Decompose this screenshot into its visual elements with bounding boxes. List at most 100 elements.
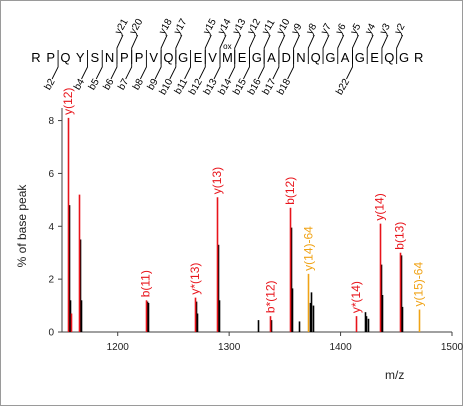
sequence-residue: S [91,50,100,65]
sequence-residue: Q [311,50,321,65]
b-ion-bracket [110,50,118,80]
b-ion-label: b16 [246,77,264,97]
sequence-residue: R [31,50,40,65]
b-ion-label: b17 [261,77,279,97]
b-ion-label: b6 [101,77,116,93]
b-ion-bracket [257,50,265,80]
sequence-residue: D [282,50,291,65]
sequence-residue: Q [163,50,173,65]
sequence-residue: G [252,50,262,65]
b-ion-bracket [272,50,280,80]
x-axis-label: m/z [385,368,404,382]
y-ion-label: y21 [113,17,131,37]
sequence-residue: Q [384,50,394,65]
b-ion-bracket [154,50,162,80]
y-ion-label: y6 [334,21,349,36]
b-ion-label: b2 [43,77,58,93]
x-tick-label: 1200 [107,342,130,353]
y-ion-label: y8 [304,21,319,36]
sequence-residue: M [222,50,233,65]
peak-annotation: y*(13) [188,263,202,295]
y-ion-label: y12 [246,17,264,37]
y-ion-label: y11 [260,17,277,36]
x-tick-label: 1400 [329,342,352,353]
y-ion-label: y9 [290,21,305,36]
b-ion-label: b11 [173,77,191,97]
b-ion-bracket [228,50,236,80]
peak-annotation: b(13) [393,222,407,250]
sequence-residue: G [399,50,409,65]
y-ion-bracket [396,34,404,64]
y-ion-label: y2 [393,21,408,36]
sequence-residue: E [238,50,247,65]
x-tick-label: 1300 [218,342,241,353]
sequence-residue: P [120,50,129,65]
b-ion-label: b15 [231,77,249,97]
b-ion-bracket [198,50,206,80]
sequence-residue: E [370,50,379,65]
y-ion-bracket [307,34,315,64]
y-ion-label: y18 [157,17,175,37]
peak-annotation: b(12) [283,177,297,205]
b-ion-label: b13 [202,77,220,97]
sequence-residue: G [325,50,335,65]
y-tick-label: 2 [48,275,54,286]
sequence-residue: Y [76,50,85,65]
b-ion-bracket [243,50,250,80]
sequence-residue: A [267,50,276,65]
peak-annotation: b*(12) [263,280,277,313]
sequence-residue: V [149,50,158,65]
b-ion-bracket [169,50,177,80]
peak-annotation: y(12) [61,88,75,115]
y-tick-label: 6 [48,169,54,180]
y-ion-label: y7 [319,21,334,36]
y-tick-label: 8 [48,116,54,127]
sequence-residue: P [135,50,144,65]
sequence-residue: N [296,50,305,65]
peak-annotation: y(14)-64 [301,226,315,271]
y-ion-label: y17 [172,17,190,37]
b-ion-label: b9 [146,77,161,93]
y-ion-label: y4 [363,21,378,36]
sequence-residue: E [194,50,203,65]
b-ion-label: b14 [216,77,234,97]
sequence-residue: A [341,50,350,65]
y-ion-bracket [381,34,389,64]
peak-annotation: y(14) [373,193,387,220]
b-ion-bracket [346,50,353,80]
peak-annotations: y(12) b(11) y*(13) y(13) b*(12) b(12) y(14)-64… [61,88,425,314]
sequence-residue: V [208,50,217,65]
b-ion-label: b8 [131,77,146,93]
b-ion-label: b5 [87,77,102,93]
b-ion-bracket [213,50,221,80]
y-ion-label: y3 [378,21,393,36]
b-ion-label: b7 [116,77,131,93]
y-axis-label: % of base peak [15,184,29,268]
y-tick-label: 0 [48,328,54,339]
sequence-residue: N [105,50,114,65]
y-ion-bracket [366,34,374,64]
y-ion-bracket [322,34,330,64]
y-tick-label: 4 [48,222,54,233]
b-ion-bracket [51,50,59,80]
b-ion-bracket [139,50,147,80]
b-ion-label: b18 [275,77,293,97]
peak-annotation: y(15)-64 [412,262,426,307]
peak-annotation: y*(14) [349,281,363,313]
modification-label: ox [223,42,231,51]
x-tick-label: 1500 [441,342,463,353]
b-ion-label: b10 [158,77,176,97]
b-ion-bracket [95,50,103,80]
sequence-residue: G [355,50,365,65]
axes: 0 2 4 6 8 1200 1300 1400 1500 [48,108,463,353]
y-ion-label: y13 [231,17,249,37]
b-ion-bracket [81,50,88,80]
b-ion-label: b22 [334,77,352,97]
y-ion-label: y20 [128,17,146,37]
peak-annotation: b(11) [139,270,153,297]
sequence-residue: Q [60,50,70,65]
peaks [67,117,421,332]
b-ion-bracket [184,50,192,80]
